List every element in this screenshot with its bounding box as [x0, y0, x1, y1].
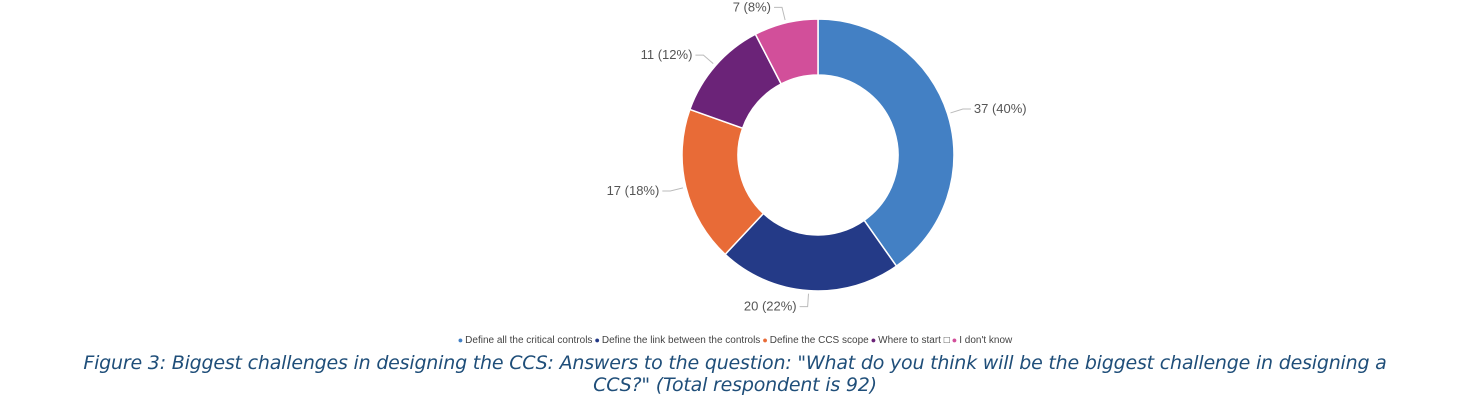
legend-item-i-don-t-know: ● I don't know — [952, 335, 1013, 346]
leader-line — [950, 108, 971, 114]
leader-line — [774, 6, 786, 21]
data-label: 7 (8%) — [733, 0, 771, 14]
legend-item-define-the-ccs-scope: ● Define the CCS scope — [762, 335, 868, 346]
legend-dot-icon: ● — [594, 335, 600, 345]
legend-label: Where to start □ — [878, 335, 950, 346]
legend-item-define-the-link-between-the-controls: ● Define the link between the controls — [594, 335, 760, 346]
legend-label: Define the link between the controls — [601, 335, 761, 346]
chart-legend: ● Define all the critical controls ● Define… — [0, 335, 1470, 346]
legend-dot-icon: ● — [951, 335, 958, 345]
legend-label: Define all the critical controls — [465, 335, 593, 346]
legend-label: Define the CCS scope — [769, 335, 869, 346]
data-label: 20 (22%) — [744, 299, 797, 314]
legend-dot-icon: ● — [870, 335, 877, 345]
leader-line — [799, 293, 810, 308]
slice-define-all-the-critical-controls — [817, 18, 955, 268]
legend-item-define-all-the-critical-controls: ● Define all the critical controls — [458, 335, 593, 346]
leader-line — [695, 54, 714, 65]
caption-line-1: Figure 3: Biggest challenges in designin… — [83, 352, 1387, 374]
data-label: 37 (40%) — [974, 101, 1027, 116]
slice-define-the-link-between-the-controls — [724, 212, 898, 292]
data-label: 17 (18%) — [607, 183, 660, 198]
donut-chart: 37 (40%) 20 (22%) 17 (18%) 11 (12%) 7 (8%) — [607, 0, 1027, 314]
slice-i-don-t-know — [754, 18, 819, 85]
figure-caption: Figure 3: Biggest challenges in designin… — [0, 352, 1470, 396]
data-label: 11 (12%) — [641, 47, 693, 62]
legend-label: I don't know — [959, 335, 1013, 346]
legend-item-where-to-start: ● Where to start □ — [871, 335, 950, 346]
legend-dot-icon: ● — [457, 335, 464, 345]
leader-line — [662, 187, 684, 192]
legend-dot-icon: ● — [762, 335, 768, 345]
caption-line-2: CCS?" (Total respondent is 92) — [593, 374, 877, 396]
